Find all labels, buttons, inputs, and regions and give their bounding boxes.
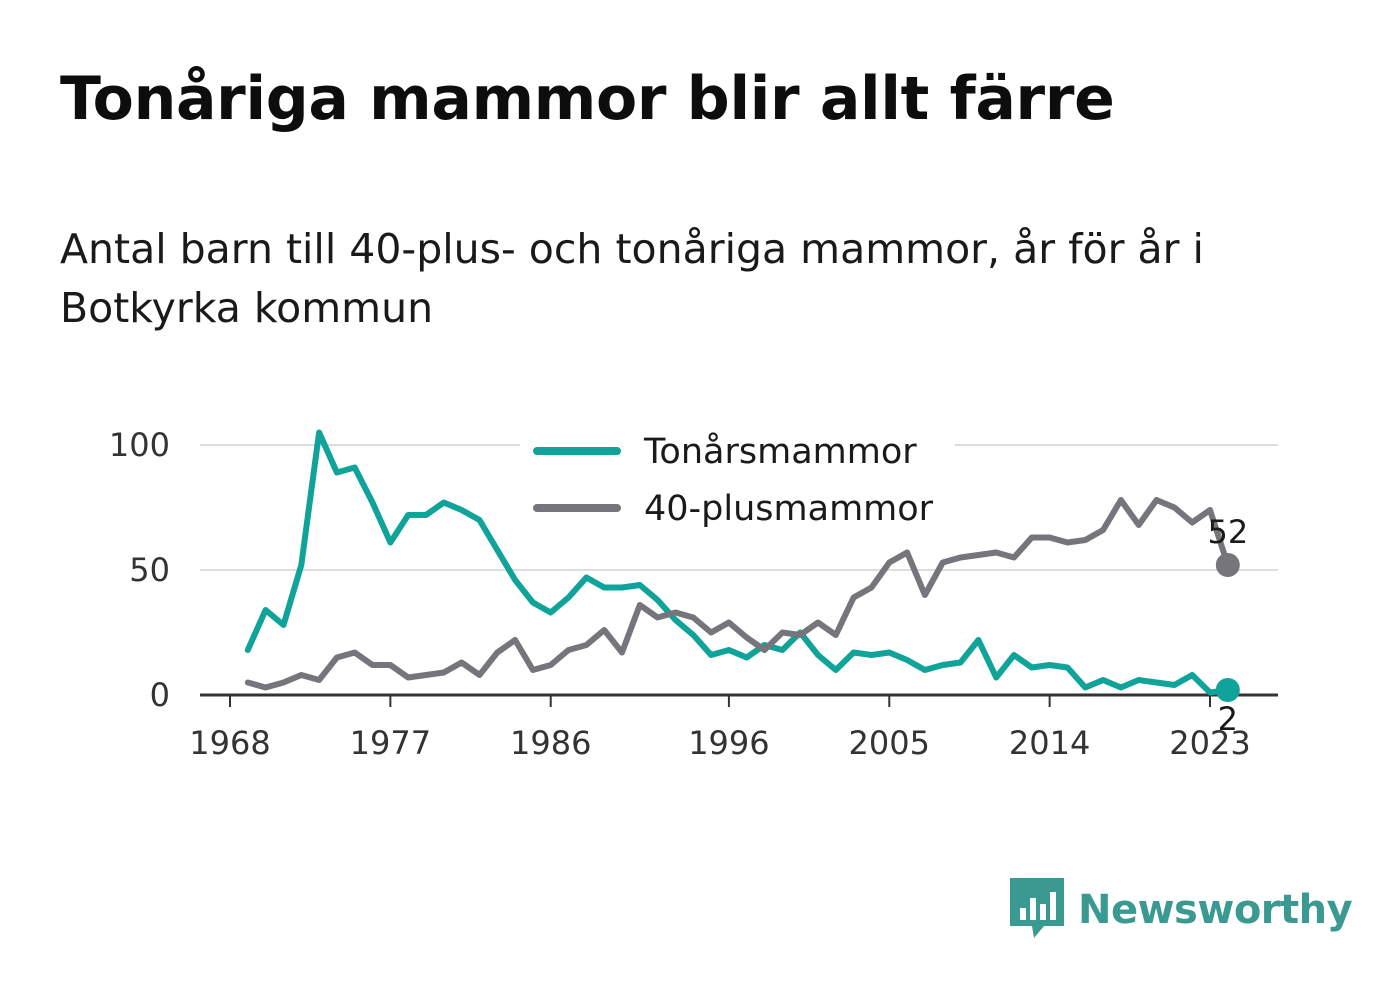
brand-name: Newsworthy <box>1078 887 1353 933</box>
x-tick-label: 1968 <box>189 724 270 762</box>
teen-series-line <box>244 429 1231 696</box>
x-tick-label: 1977 <box>350 724 431 762</box>
chart-title: Tonåriga mammor blir allt färre <box>60 64 1115 134</box>
x-tick-label: 1996 <box>688 724 769 762</box>
legend-box <box>520 425 955 545</box>
forty-plus-series-line <box>244 497 1231 691</box>
x-tick-label: 2005 <box>849 724 930 762</box>
forty-plus-end-point <box>1215 553 1240 577</box>
y-tick-label: 0 <box>150 676 170 714</box>
chart-subtitle: Antal barn till 40-plus- och tonåriga ma… <box>60 225 1204 332</box>
newsworthy-logo-icon <box>1010 878 1064 938</box>
y-tick-label: 100 <box>109 426 170 464</box>
x-tick-label: 1986 <box>510 724 591 762</box>
x-tick-label: 2014 <box>1009 724 1090 762</box>
y-tick-label: 50 <box>129 551 170 589</box>
teen-end-label: 2 <box>1218 700 1238 738</box>
legend-label-teen: Tonårsmammor <box>643 431 917 472</box>
forty-plus-end-label: 52 <box>1207 513 1248 551</box>
newsworthy-brand: Newsworthy <box>1010 878 1353 942</box>
legend-label-forty-plus: 40-plusmammor <box>644 489 934 529</box>
teen-end-point <box>1215 678 1240 702</box>
x-tick-label: 2023 <box>1169 724 1250 762</box>
